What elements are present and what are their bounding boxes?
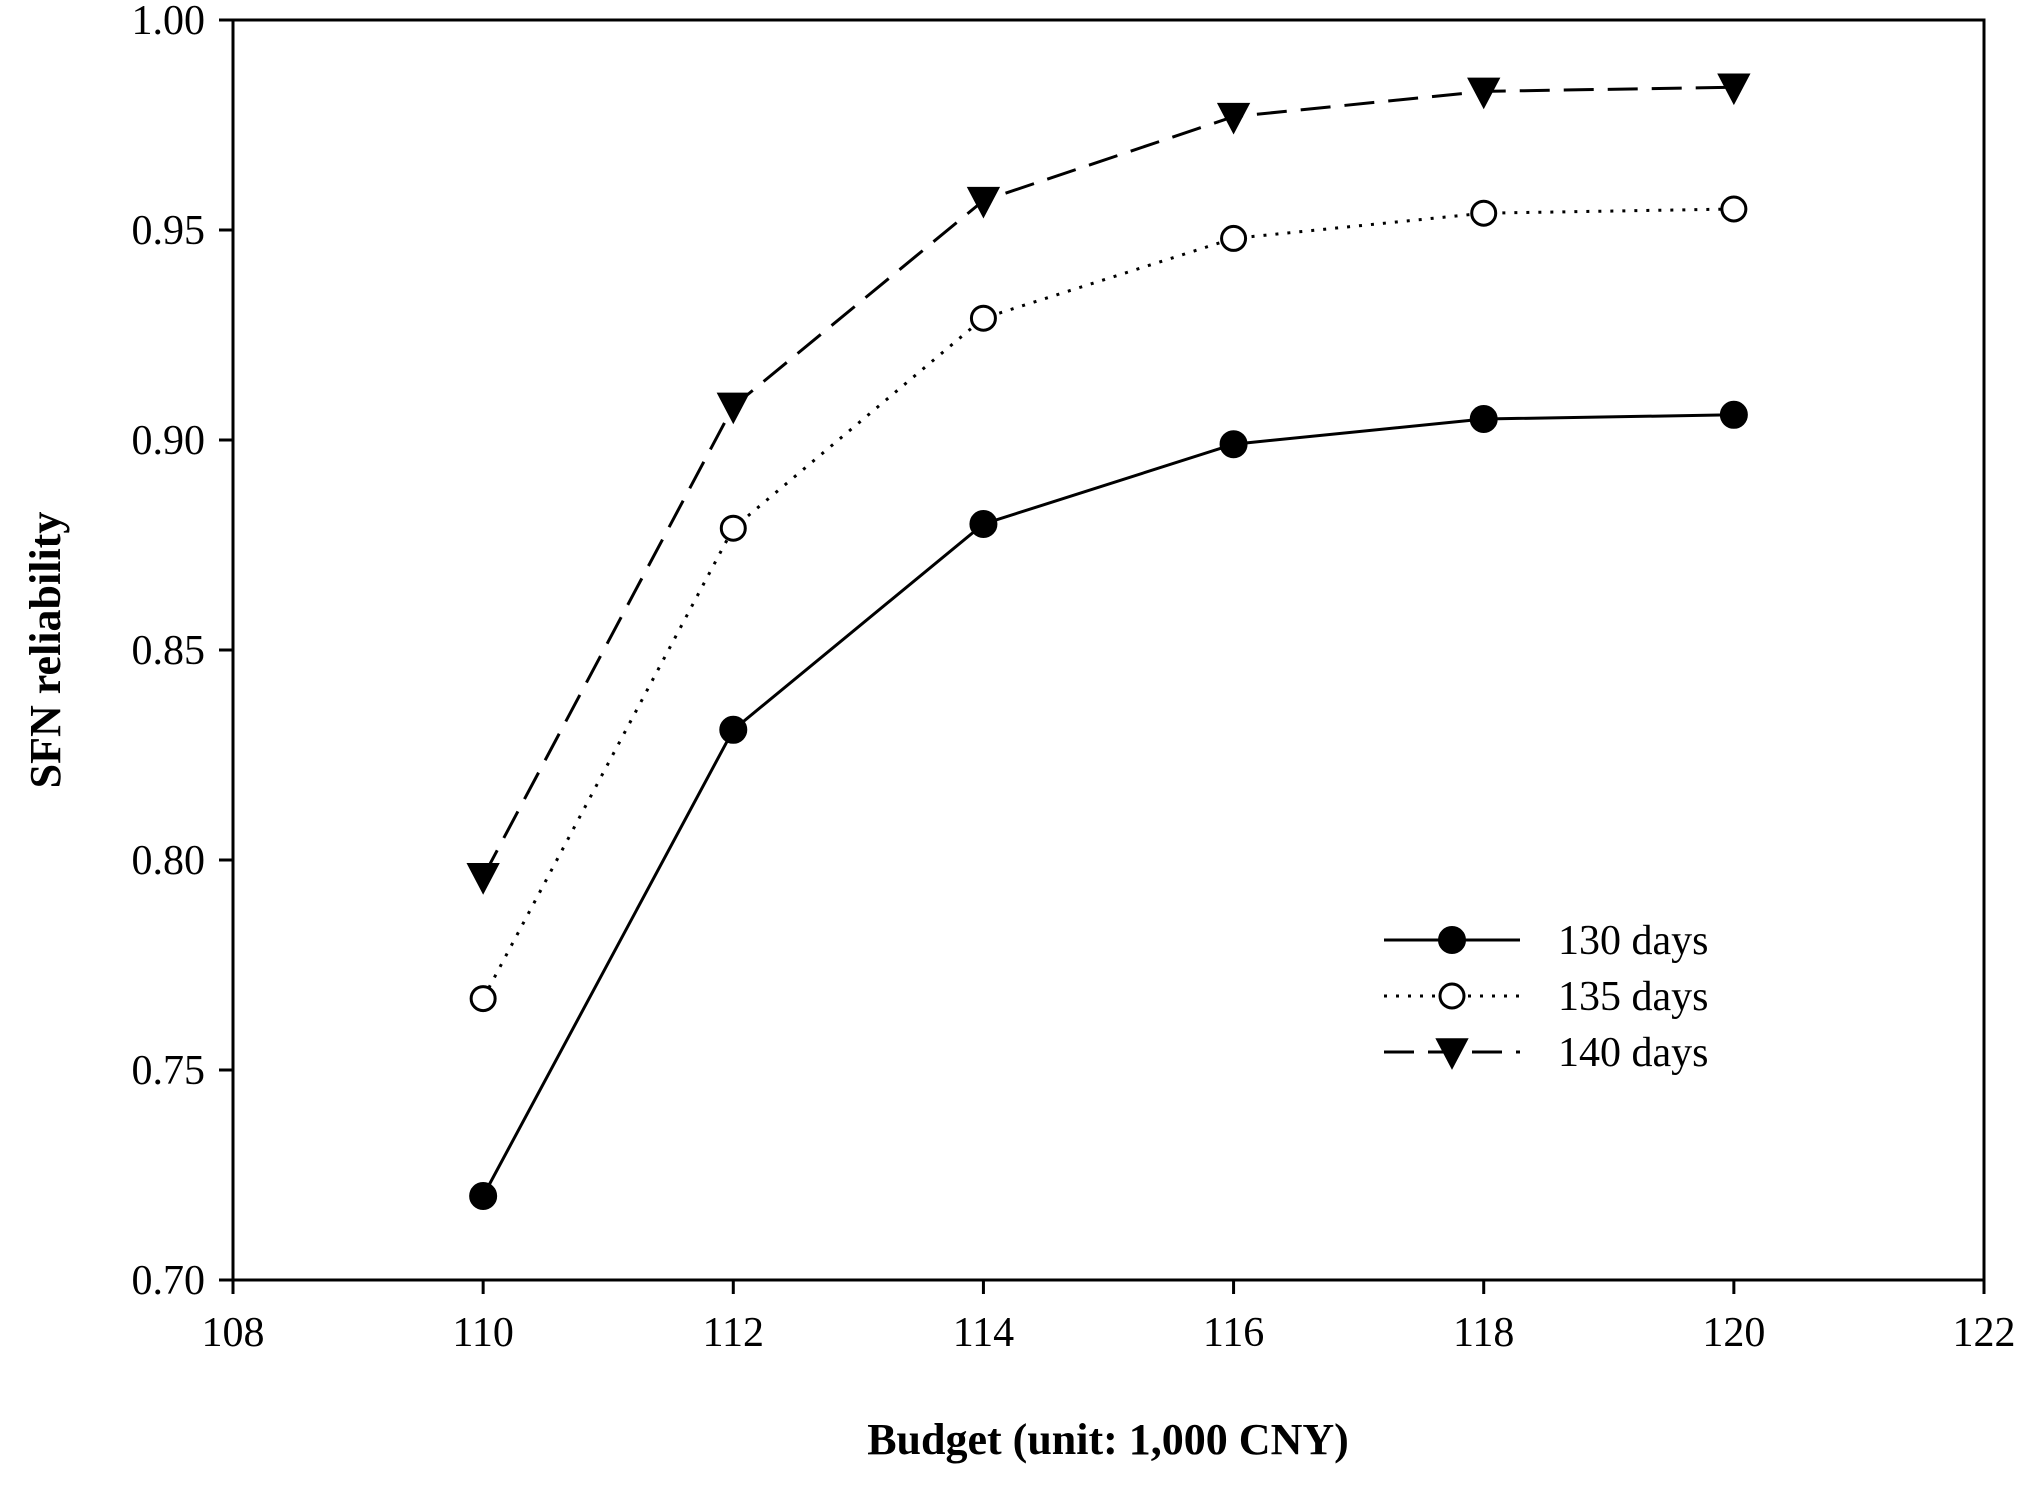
x-tick-label: 122: [1953, 1310, 2016, 1356]
y-tick-label: 0.80: [132, 838, 206, 884]
legend-marker-140-days: [1435, 1038, 1469, 1070]
data-point-140-days: [1467, 77, 1501, 110]
data-point-140-days: [1216, 102, 1251, 135]
x-axis-title: Budget (unit: 1,000 CNY): [867, 1415, 1349, 1464]
data-point-135-days: [469, 985, 497, 1013]
series-line-140-days: [481, 85, 1734, 878]
x-tick-label: 110: [452, 1310, 513, 1356]
x-tick-label: 108: [202, 1310, 265, 1356]
data-point-135-days: [719, 514, 747, 542]
data-point-130-days: [719, 715, 748, 744]
data-point-140-days: [466, 863, 500, 895]
y-axis-title: SFN reliability: [21, 512, 70, 789]
series-135-days: [469, 195, 1748, 1013]
series-140-days: [466, 73, 1751, 895]
y-tick-label: 0.90: [132, 418, 206, 464]
data-point-140-days: [1717, 73, 1751, 106]
data-point-130-days: [969, 510, 998, 538]
axes: 108 110 112 114 116 118 120 122 0.70 0.75 0.80 0.85…: [132, 0, 2016, 1356]
x-tick-label: 114: [953, 1310, 1014, 1356]
x-tick-label: 120: [1702, 1310, 1765, 1356]
x-tick-label: 116: [1203, 1310, 1264, 1356]
series-line-130-days: [481, 413, 1734, 1197]
x-tick-label: 112: [703, 1310, 764, 1356]
legend-marker-130-days: [1438, 926, 1466, 954]
legend-entry-140-days: 140 days: [1384, 1030, 1709, 1076]
y-tick-label: 0.95: [132, 208, 206, 254]
data-point-130-days: [1219, 430, 1248, 459]
series-layer: [466, 73, 1751, 1210]
data-point-130-days: [469, 1182, 498, 1210]
y-tick-label: 0.85: [132, 628, 206, 674]
data-point-135-days: [1470, 199, 1498, 227]
data-point-135-days: [1720, 195, 1748, 223]
legend-label-140-days: 140 days: [1558, 1030, 1709, 1076]
legend-label-135-days: 135 days: [1558, 974, 1709, 1020]
data-point-130-days: [1719, 400, 1748, 429]
data-point-135-days: [1220, 224, 1248, 252]
series-line-135-days: [481, 207, 1734, 1000]
y-tick-label: 0.75: [132, 1048, 206, 1094]
series-130-days: [469, 400, 1748, 1210]
legend-label-130-days: 130 days: [1558, 918, 1709, 964]
data-point-140-days: [966, 186, 1001, 219]
data-point-130-days: [1469, 405, 1498, 433]
y-tick-label: 1.00: [132, 0, 206, 44]
legend-marker-135-days: [1438, 982, 1466, 1010]
legend-entry-130-days: 130 days: [1384, 918, 1709, 964]
legend-entry-135-days: 135 days: [1384, 974, 1709, 1020]
legend: 130 days 135 days 140 days: [1384, 918, 1709, 1076]
x-tick-label: 118: [1453, 1310, 1514, 1356]
data-point-140-days: [716, 392, 750, 425]
data-point-135-days: [969, 304, 997, 332]
y-tick-label: 0.70: [132, 1258, 206, 1304]
